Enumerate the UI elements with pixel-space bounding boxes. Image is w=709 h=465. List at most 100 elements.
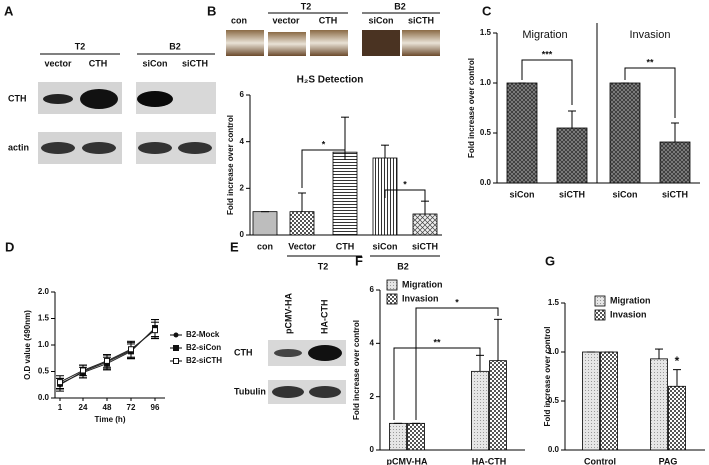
band bbox=[309, 386, 341, 398]
bar bbox=[659, 141, 691, 184]
image-label: siCon bbox=[368, 15, 393, 25]
panel-letter: F bbox=[355, 253, 363, 268]
x-tick-label: siCTH bbox=[662, 189, 688, 199]
group-label: B2 bbox=[169, 41, 181, 51]
marker bbox=[104, 357, 110, 364]
panel-letter: C bbox=[482, 3, 492, 18]
bar bbox=[600, 351, 618, 451]
x-tick-label: siCon bbox=[372, 241, 397, 251]
blot-a: A T2 B2 vector CTH siCon siCTH CTH actin bbox=[4, 3, 216, 164]
bar bbox=[609, 82, 641, 184]
section-label: Invasion bbox=[630, 29, 671, 41]
significance-label: * bbox=[403, 179, 407, 189]
y-tick-label: 1.0 bbox=[548, 347, 560, 356]
image-label: vector bbox=[272, 15, 300, 25]
band bbox=[274, 349, 302, 357]
legend-swatch bbox=[594, 309, 606, 321]
tube-image bbox=[268, 32, 306, 56]
band bbox=[43, 94, 73, 104]
image-group-label: T2 bbox=[301, 1, 312, 11]
x-tick-label: 72 bbox=[127, 403, 136, 412]
significance-label: ** bbox=[433, 337, 441, 347]
bar bbox=[650, 358, 668, 451]
group-label: T2 bbox=[318, 261, 329, 271]
legend-label: B2-siCTH bbox=[186, 356, 222, 365]
marker bbox=[57, 379, 63, 386]
y-tick-label: 6 bbox=[240, 90, 245, 99]
lane-label: CTH bbox=[89, 58, 108, 68]
group-label: T2 bbox=[75, 41, 86, 51]
blot-e: E pCMV-HA HA-CTH CTH Tubulin bbox=[230, 239, 346, 404]
lane-label: siCTH bbox=[182, 58, 208, 68]
tube-image bbox=[402, 30, 440, 56]
panel-letter: A bbox=[4, 3, 14, 18]
y-tick-label: 4 bbox=[240, 137, 245, 146]
x-tick-label: 96 bbox=[151, 403, 160, 412]
band bbox=[137, 91, 173, 107]
y-tick-label: 0.0 bbox=[480, 178, 492, 187]
y-tick-label: 2 bbox=[240, 183, 245, 192]
y-tick-label: 6 bbox=[370, 285, 375, 294]
legend-label: Invasion bbox=[610, 309, 647, 319]
bar bbox=[471, 370, 489, 451]
significance-label: ** bbox=[646, 57, 654, 67]
y-tick-label: 2 bbox=[370, 392, 375, 401]
bar bbox=[407, 422, 425, 451]
legend-label: Invasion bbox=[402, 293, 439, 303]
band bbox=[272, 386, 304, 398]
y-axis-label: Fold increase over control bbox=[352, 320, 361, 420]
y-tick-label: 2.0 bbox=[38, 287, 50, 296]
lane-label: siCon bbox=[142, 58, 167, 68]
marker bbox=[128, 346, 134, 353]
panel-letter: E bbox=[230, 239, 239, 254]
y-tick-label: 4 bbox=[370, 338, 375, 347]
bar bbox=[556, 127, 588, 184]
bar bbox=[412, 213, 438, 236]
x-axis-label: Time (h) bbox=[95, 415, 126, 424]
y-axis-label: Fold increase over control bbox=[543, 326, 552, 426]
legend-swatch bbox=[386, 279, 398, 291]
legend-marker bbox=[173, 345, 179, 351]
y-tick-label: 0 bbox=[370, 445, 375, 454]
lane-label: pCMV-HA bbox=[283, 293, 293, 334]
band bbox=[82, 142, 116, 154]
bar bbox=[252, 211, 278, 236]
legend-label: B2-Mock bbox=[186, 330, 220, 339]
x-tick-label: siCTH bbox=[559, 189, 585, 199]
image-label: CTH bbox=[319, 15, 338, 25]
x-tick-label: 24 bbox=[79, 403, 88, 412]
bar bbox=[489, 360, 507, 451]
chart-title: H₂S Detection bbox=[297, 75, 364, 86]
significance-label: * bbox=[675, 354, 680, 368]
legend-label: B2-siCon bbox=[186, 343, 221, 352]
y-tick-label: 0.0 bbox=[548, 445, 560, 454]
x-tick-label: con bbox=[257, 241, 273, 251]
bar bbox=[289, 211, 315, 236]
lane-label: vector bbox=[44, 58, 72, 68]
y-axis-label: Fold increase over control bbox=[467, 58, 476, 158]
x-tick-label: PAG bbox=[659, 456, 678, 465]
marker bbox=[80, 367, 86, 374]
band bbox=[80, 89, 118, 109]
legend-label: Migration bbox=[402, 279, 443, 289]
y-tick-label: 1.0 bbox=[38, 340, 50, 349]
x-tick-label: siCon bbox=[612, 189, 637, 199]
bar bbox=[506, 82, 538, 184]
marker bbox=[152, 327, 158, 334]
row-label: Tubulin bbox=[234, 386, 266, 396]
legend-marker bbox=[173, 358, 179, 364]
y-tick-label: 1.0 bbox=[480, 78, 492, 87]
y-tick-label: 0 bbox=[240, 230, 245, 239]
significance-label: * bbox=[322, 139, 326, 149]
significance-bracket bbox=[384, 189, 426, 205]
x-tick-label: Vector bbox=[288, 241, 316, 251]
significance-label: * bbox=[455, 297, 459, 307]
y-tick-label: 1.5 bbox=[480, 28, 492, 37]
significance-bracket bbox=[521, 59, 573, 105]
legend-label: Migration bbox=[610, 295, 651, 305]
significance-bracket bbox=[624, 67, 676, 118]
panel-letter: B bbox=[207, 3, 216, 18]
image-label: siCTH bbox=[408, 15, 434, 25]
x-tick-label: siCTH bbox=[412, 241, 438, 251]
